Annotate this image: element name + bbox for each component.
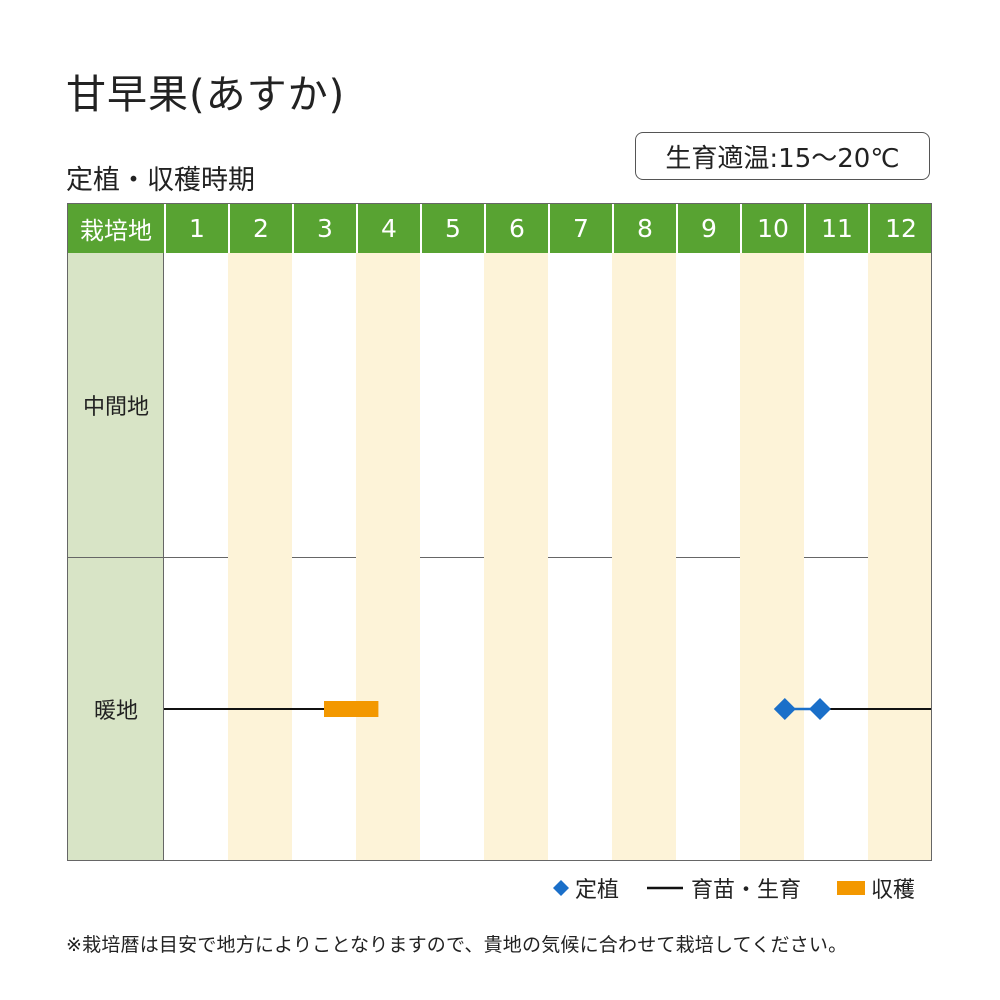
legend-harvest-label: 収穫 bbox=[871, 878, 916, 903]
header-month-6: 6 bbox=[484, 204, 548, 253]
temperature-badge: 生育適温:15〜20℃ bbox=[635, 132, 930, 180]
legend-growth-label: 育苗・生育 bbox=[691, 878, 802, 903]
month-stripe-6 bbox=[484, 253, 548, 860]
month-stripe-10 bbox=[740, 253, 804, 860]
header-month-4: 4 bbox=[356, 204, 420, 253]
header-month-12: 12 bbox=[868, 204, 931, 253]
header-month-10: 10 bbox=[740, 204, 804, 253]
month-stripe-12 bbox=[868, 253, 931, 860]
header-month-1: 1 bbox=[164, 204, 228, 253]
section-title: 定植・収穫時期 bbox=[66, 165, 255, 196]
region-label-middle: 中間地 bbox=[82, 395, 149, 420]
header-month-8: 8 bbox=[612, 204, 676, 253]
legend: 定植 育苗・生育 収穫 bbox=[551, 872, 915, 904]
page-title: 甘早果(あすか) bbox=[66, 72, 346, 118]
planting-legend-icon bbox=[553, 880, 569, 896]
header-month-9: 9 bbox=[676, 204, 740, 253]
header-month-7: 7 bbox=[548, 204, 612, 253]
header-month-11: 11 bbox=[804, 204, 868, 253]
calendar-header: 栽培地 1 2 3 4 5 6 7 8 9 10 11 12 bbox=[68, 204, 931, 253]
calendar-marks bbox=[164, 698, 931, 720]
harvest-legend-icon bbox=[837, 881, 866, 895]
legend-planting-label: 定植 bbox=[575, 878, 620, 903]
month-stripe-2 bbox=[228, 253, 292, 860]
cultivation-calendar: 栽培地 1 2 3 4 5 6 7 8 9 10 11 12 中間地 暖地 bbox=[67, 203, 932, 861]
header-month-2: 2 bbox=[228, 204, 292, 253]
planting-marker bbox=[773, 698, 796, 720]
temperature-label: 生育適温:15〜20℃ bbox=[665, 143, 900, 174]
growth-legend-icon bbox=[647, 886, 684, 890]
header-region-label: 栽培地 bbox=[80, 217, 152, 245]
month-stripe-4 bbox=[356, 253, 420, 860]
month-stripe-8 bbox=[612, 253, 676, 860]
harvest-period-bar bbox=[324, 701, 379, 717]
region-label-column bbox=[68, 253, 164, 860]
header-month-3: 3 bbox=[292, 204, 356, 253]
region-label-warm: 暖地 bbox=[93, 699, 138, 724]
planting-marker bbox=[809, 698, 831, 720]
header-month-5: 5 bbox=[420, 204, 484, 253]
footnote: ※栽培暦は目安で地方によりことなりますので、貴地の気候に合わせて栽培してください… bbox=[66, 934, 848, 956]
